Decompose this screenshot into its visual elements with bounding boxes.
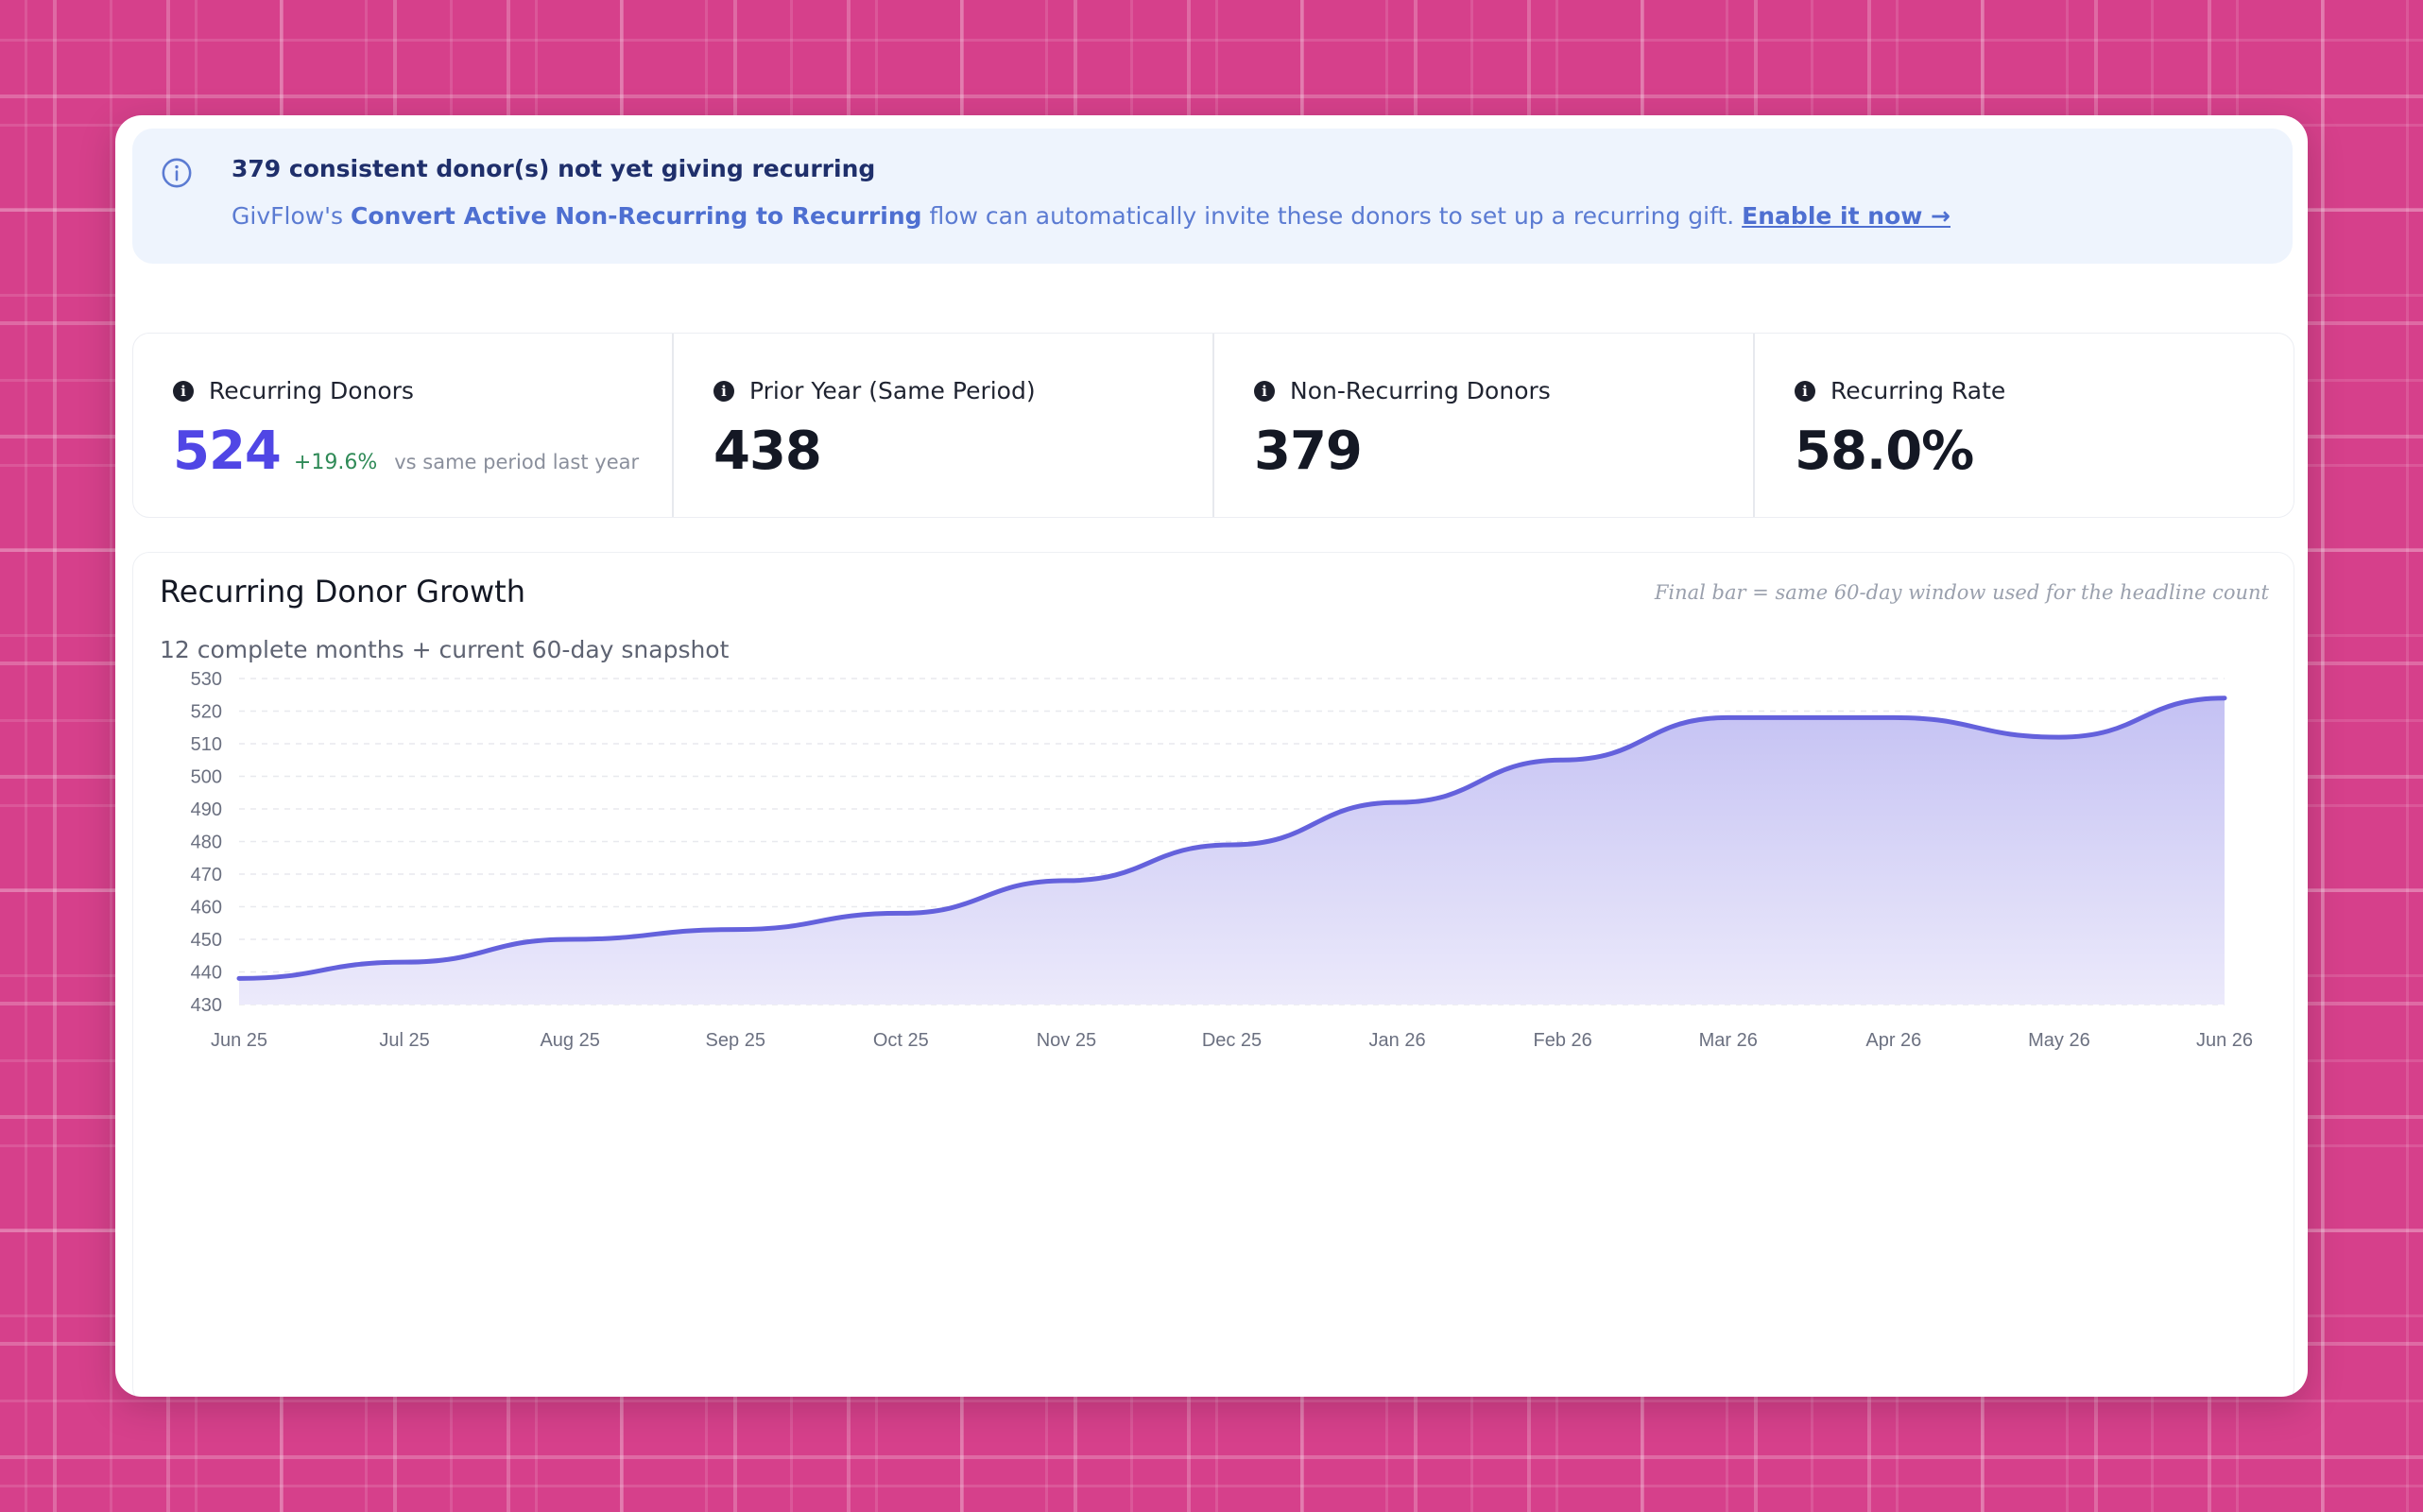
area-fill: [239, 697, 2225, 1005]
info-icon[interactable]: i: [173, 380, 194, 402]
y-tick-label: 430: [191, 995, 222, 1016]
info-circle-icon: [162, 158, 192, 188]
chart-title: Recurring Donor Growth: [160, 574, 525, 610]
stat-label: Prior Year (Same Period): [749, 377, 1036, 404]
stat-value: 379: [1254, 421, 1363, 482]
chart-subtitle: 12 complete months + current 60-day snap…: [160, 636, 730, 663]
x-tick-label: Dec 25: [1202, 1030, 1262, 1051]
growth-chart: 430 440 450 460 470 480 490 500 510 520 530 Jun 25 J…: [191, 669, 2253, 1051]
stat-label: Recurring Rate: [1830, 377, 2006, 404]
stat-value: 58.0%: [1795, 421, 1974, 482]
stat-delta: +19.6%: [293, 451, 378, 474]
y-tick-label: 530: [191, 669, 222, 690]
stats-row: i Recurring Donors 524 +19.6% vs same pe…: [132, 333, 2294, 518]
x-tick-label: Feb 26: [1534, 1030, 1592, 1051]
banner-description: GivFlow's Convert Active Non-Recurring t…: [232, 202, 1950, 230]
y-tick-label: 440: [191, 963, 222, 984]
x-tick-label: Nov 25: [1037, 1030, 1096, 1051]
info-icon[interactable]: i: [713, 380, 734, 402]
stat-value: 438: [713, 421, 822, 482]
dashboard-card: 379 consistent donor(s) not yet giving r…: [115, 115, 2308, 1397]
y-tick-label: 450: [191, 930, 222, 951]
x-tick-label: Aug 25: [540, 1030, 599, 1051]
y-tick-label: 480: [191, 833, 222, 853]
x-tick-label: Sep 25: [706, 1030, 765, 1051]
stat-label: Recurring Donors: [209, 377, 414, 404]
x-tick-label: Jul 25: [379, 1030, 429, 1051]
enable-flow-link[interactable]: Enable it now →: [1742, 202, 1950, 230]
stat-non-recurring-donors: i Non-Recurring Donors 379: [1214, 334, 1755, 517]
y-tick-label: 520: [191, 702, 222, 723]
y-tick-label: 460: [191, 898, 222, 919]
x-tick-label: Oct 25: [873, 1030, 929, 1051]
y-tick-label: 510: [191, 734, 222, 755]
banner-title: 379 consistent donor(s) not yet giving r…: [232, 155, 876, 182]
stat-recurring-rate: i Recurring Rate 58.0%: [1755, 334, 2294, 517]
stat-recurring-donors: i Recurring Donors 524 +19.6% vs same pe…: [133, 334, 674, 517]
recurring-opportunity-banner: 379 consistent donor(s) not yet giving r…: [132, 129, 2293, 264]
flow-name: Convert Active Non-Recurring to Recurrin…: [351, 202, 922, 230]
x-tick-label: Mar 26: [1699, 1030, 1758, 1051]
recurring-donor-growth-card: 430 440 450 460 470 480 490 500 510 520 530 Jun 25 J…: [132, 552, 2294, 1397]
info-icon[interactable]: i: [1795, 380, 1815, 402]
chart-note: Final bar = same 60-day window used for …: [1654, 581, 2269, 604]
x-tick-label: Jun 25: [211, 1030, 267, 1051]
y-tick-label: 500: [191, 767, 222, 788]
stat-delta-note: vs same period last year: [394, 451, 640, 473]
x-tick-label: Apr 26: [1865, 1030, 1921, 1051]
stat-prior-year: i Prior Year (Same Period) 438: [674, 334, 1214, 517]
y-tick-label: 490: [191, 799, 222, 820]
x-tick-label: Jun 26: [2196, 1030, 2253, 1051]
info-icon[interactable]: i: [1254, 380, 1275, 402]
stat-label: Non-Recurring Donors: [1290, 377, 1551, 404]
x-tick-label: Jan 26: [1369, 1030, 1426, 1051]
stat-value: 524: [173, 421, 282, 482]
banner-body-suffix: flow can automatically invite these dono…: [921, 202, 1743, 230]
x-tick-label: May 26: [2028, 1030, 2090, 1051]
y-tick-label: 470: [191, 865, 222, 885]
banner-body-prefix: GivFlow's: [232, 202, 352, 230]
